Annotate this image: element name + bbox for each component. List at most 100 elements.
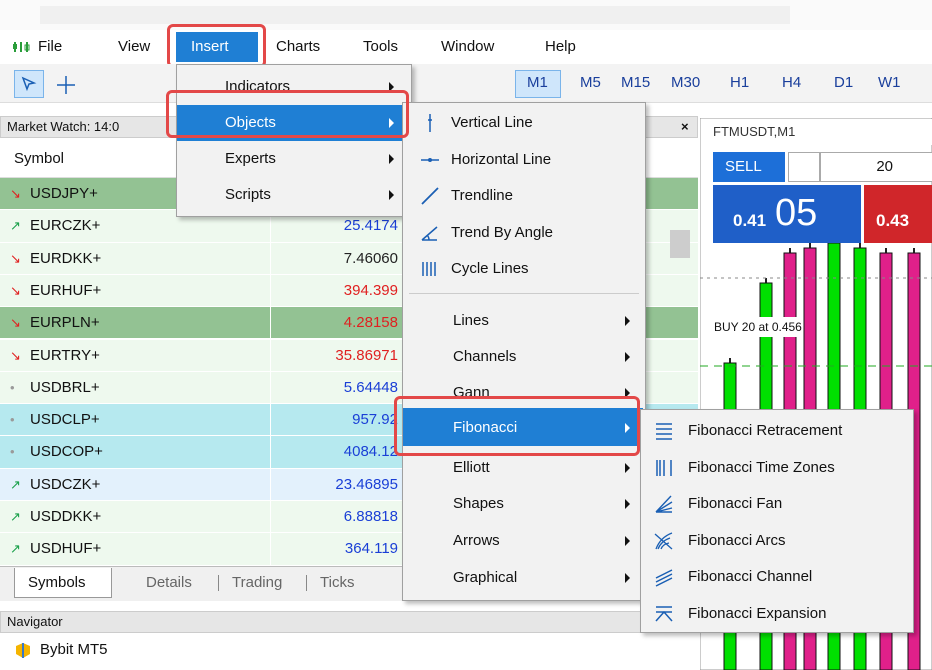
timeframe[interactable]: M1	[527, 74, 548, 91]
timeframe[interactable]: M5	[580, 74, 601, 91]
timeframe[interactable]: M15	[621, 74, 651, 91]
menu-item[interactable]: Horizontal Line	[451, 151, 552, 168]
menu-item[interactable]: Fibonacci Fan	[688, 495, 783, 513]
buy-price-box[interactable]: 0.43	[864, 185, 932, 243]
scrollbar-thumb[interactable]	[670, 230, 690, 258]
menu-item[interactable]: Fibonacci Retracement	[688, 422, 843, 439]
volume-dropdown[interactable]	[788, 152, 820, 182]
trend-icon: ↘	[10, 347, 21, 363]
bid: 4.28158	[343, 314, 398, 332]
submenu-arrow	[389, 118, 394, 128]
menu-highlight	[403, 408, 643, 446]
menu-item[interactable]: Vertical Line	[451, 114, 533, 131]
menu-item[interactable]: Fibonacci Expansion	[688, 605, 827, 622]
bid: 7.46060	[343, 249, 398, 267]
chart-title: FTMUSDT,M1	[713, 124, 796, 139]
column-divider	[270, 371, 271, 404]
bid: 957.92	[352, 411, 398, 429]
fibonacci-icon	[656, 423, 672, 440]
market-watch-title: Market Watch: 14:0	[7, 119, 120, 134]
menu-item[interactable]: Trendline	[451, 187, 513, 204]
menu-active	[176, 32, 258, 62]
tab[interactable]: Details	[146, 574, 192, 591]
menu-item[interactable]: Help	[545, 38, 576, 55]
fibonacci-submenu: Fibonacci Retracement Fibonacci Time Zone…	[640, 409, 914, 633]
symbol: EURPLN+	[30, 314, 100, 332]
timeframe[interactable]: H4	[782, 74, 802, 91]
symbol: USDCOP+	[30, 443, 103, 461]
chart-title-bar: FTMUSDT,M1	[701, 119, 932, 145]
timeframe[interactable]: D1	[834, 74, 854, 91]
volume-input[interactable]: 20	[820, 152, 932, 182]
symbol: EURTRY+	[30, 346, 100, 364]
menu-item[interactable]: Window	[441, 38, 495, 55]
object-icon	[421, 187, 439, 205]
fibonacci-icon	[655, 606, 673, 622]
bid: 5.64448	[343, 378, 398, 396]
menu-item[interactable]: Experts	[225, 150, 276, 167]
navigator-header: Navigator	[0, 611, 698, 633]
crosshair-icon[interactable]	[56, 75, 76, 95]
timeframe[interactable]: W1	[878, 74, 901, 91]
bid: 6.88818	[343, 508, 398, 525]
sell-price-box[interactable]: 0.41 05	[713, 185, 861, 243]
column-divider	[270, 501, 271, 533]
menu-item[interactable]: Channels	[453, 348, 517, 365]
symbol: USDDKK+	[30, 508, 102, 525]
trend-icon: ↘	[10, 186, 21, 201]
menu-item[interactable]: Fibonacci	[453, 419, 518, 436]
menu-item[interactable]: Scripts	[225, 186, 271, 203]
menu-item[interactable]: Fibonacci Channel	[688, 568, 813, 586]
submenu-arrow	[625, 499, 630, 509]
bid: 394.399	[343, 281, 398, 299]
menu-item[interactable]: Insert	[191, 38, 229, 55]
object-icon	[421, 226, 438, 241]
menu-item[interactable]: Cycle Lines	[451, 260, 529, 277]
objects-submenu: Vertical Line Horizontal Line Trendline Tre…	[402, 102, 646, 601]
menu-item[interactable]: Tools	[363, 38, 399, 55]
tabs: Symbols Details Trading Ticks	[14, 568, 694, 598]
trend-icon: •	[10, 444, 15, 460]
menu-item[interactable]: Graphical	[453, 569, 518, 586]
fibonacci-icon	[655, 569, 673, 588]
toolbar: M1 M5 M15 M30 H1 H4 D1 W1	[0, 64, 932, 103]
trend-icon: ↘	[10, 250, 21, 266]
menu-item[interactable]: File	[38, 38, 63, 55]
bid: 364.119	[344, 540, 398, 558]
menu-separator	[409, 293, 639, 294]
volume: 20	[876, 158, 893, 175]
bid-big: 05	[775, 192, 818, 234]
sell-button[interactable]: SELL	[713, 152, 785, 182]
close-button[interactable]: ×	[681, 119, 689, 134]
bid: 23.46895	[335, 475, 398, 493]
tab[interactable]: Ticks	[320, 574, 355, 591]
menu-item[interactable]: Objects	[225, 114, 276, 131]
navigator-item[interactable]: Bybit MT5	[40, 641, 108, 658]
column-divider	[270, 274, 271, 307]
object-icon	[422, 262, 436, 276]
navigator-title: Navigator	[7, 614, 63, 629]
tab[interactable]: Symbols	[28, 574, 86, 591]
menu-item[interactable]: Lines	[453, 312, 489, 329]
menu-bar: File View Insert Charts Tools Window Help	[0, 24, 932, 68]
trend-icon: ↗	[10, 541, 21, 557]
submenu-arrow	[625, 463, 630, 473]
app-icon	[13, 42, 30, 52]
highlight-box	[394, 396, 640, 456]
timeframe[interactable]: M30	[671, 74, 701, 91]
tab[interactable]: Trading	[232, 574, 283, 591]
menu-item[interactable]: Shapes	[453, 495, 504, 512]
trend-icon: ↗	[10, 218, 21, 234]
menu-item[interactable]: Fibonacci Time Zones	[688, 458, 835, 476]
menu-item[interactable]: Elliott	[453, 459, 490, 476]
menu-item[interactable]: View	[118, 38, 151, 55]
submenu-arrow	[389, 154, 394, 164]
buy-label: BUY 20 at 0.456	[714, 317, 802, 337]
column-divider	[270, 210, 271, 242]
timeframe[interactable]: H1	[730, 74, 750, 91]
menu-item[interactable]: Arrows	[453, 532, 500, 549]
menu-item[interactable]: Trend By Angle	[451, 224, 554, 241]
menu-item[interactable]: Fibonacci Arcs	[688, 531, 786, 549]
menu-item[interactable]: Charts	[276, 38, 321, 55]
